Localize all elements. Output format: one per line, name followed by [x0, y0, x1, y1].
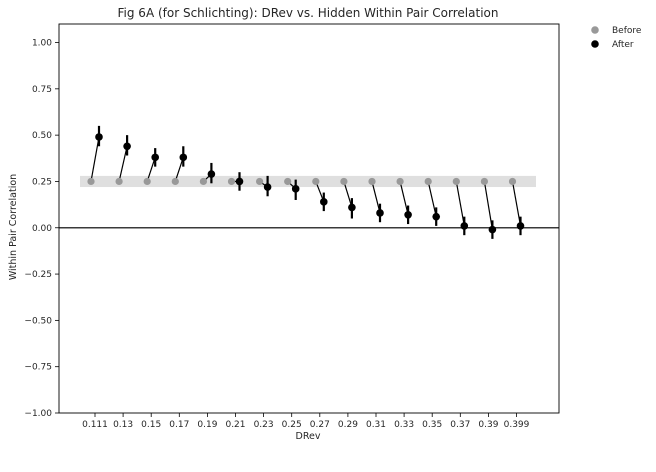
y-tick-label: −1.00 [24, 409, 52, 419]
connector-line [174, 157, 184, 182]
connector-line [90, 136, 100, 182]
before-point [227, 177, 236, 186]
chart-title: Fig 6A (for Schlichting): DRev vs. Hidde… [118, 6, 499, 20]
x-tick-label: 0.31 [366, 420, 386, 430]
x-axis-label: DRev [296, 431, 321, 442]
after-point [95, 133, 103, 141]
y-tick-label: −0.50 [24, 316, 52, 326]
before-point [452, 177, 460, 186]
x-tick-label: 0.17 [169, 420, 189, 430]
axes-frame [58, 23, 560, 414]
connector-line [146, 157, 156, 182]
x-tick-label: 0.37 [450, 420, 470, 430]
before-point [340, 177, 348, 186]
after-point [207, 170, 216, 178]
x-tick-label: 0.29 [338, 420, 358, 430]
before-point [480, 177, 488, 186]
x-tick-label: 0.35 [422, 420, 442, 430]
y-axis-label: Within Pair Correlation [8, 174, 19, 280]
before-point [284, 177, 292, 186]
legend-marker [591, 26, 599, 34]
x-tick-label: 0.21 [225, 420, 245, 430]
connector-line [371, 181, 381, 214]
after-point [263, 183, 272, 191]
after-point [179, 153, 188, 162]
before-point [368, 177, 376, 186]
before-point [171, 177, 179, 186]
connector-line [511, 181, 522, 227]
x-tick-label: 0.399 [504, 420, 530, 430]
after-point [432, 212, 441, 221]
after-point [151, 153, 159, 162]
x-tick-label: 0.23 [254, 420, 274, 430]
before-point [256, 177, 264, 186]
after-point [404, 210, 412, 219]
connector-line [399, 181, 409, 215]
legend-label: After [612, 40, 634, 50]
x-tick-label: 0.27 [310, 420, 330, 430]
y-tick-label: 1.00 [32, 39, 52, 49]
before-point [115, 177, 123, 186]
reference-band [80, 175, 536, 188]
before-point [87, 177, 95, 186]
y-tick-label: 0.00 [32, 224, 52, 234]
legend-marker [591, 40, 599, 48]
after-point [291, 185, 300, 193]
legend: Before After [591, 26, 642, 50]
x-tick-label: 0.15 [141, 420, 161, 430]
plot-area: 1.00 0.75 0.50 0.25 0.00 −0.25 −0.50 −0.75 −1.00… [24, 23, 560, 430]
y-tick-label: 0.25 [32, 177, 52, 187]
before-point [424, 177, 432, 186]
after-point [235, 177, 244, 186]
before-point [199, 177, 207, 186]
x-tick-label: 0.19 [197, 420, 217, 430]
connector-line [455, 181, 465, 227]
y-tick-label: 0.75 [32, 85, 52, 95]
before-point [312, 177, 320, 186]
x-tick-label: 0.13 [113, 420, 133, 430]
legend-label: Before [612, 26, 642, 36]
after-point [123, 142, 131, 151]
x-tick-label: 0.25 [282, 420, 302, 430]
after-point [488, 225, 497, 234]
before-point [508, 177, 517, 186]
connector-line [427, 181, 437, 217]
y-tick-label: −0.25 [24, 270, 52, 280]
x-tick-label: 0.111 [82, 420, 108, 430]
after-point [516, 222, 525, 230]
after-point [460, 222, 469, 230]
connector-line [483, 181, 493, 230]
x-tick-label: 0.33 [394, 420, 414, 430]
y-tick-label: −0.75 [24, 363, 52, 373]
after-point [320, 198, 328, 206]
before-point [396, 177, 404, 186]
y-tick-label: 0.50 [32, 131, 52, 141]
before-point [143, 177, 151, 186]
after-point [348, 203, 356, 212]
x-tick-label: 0.39 [478, 420, 498, 430]
connector-line [343, 181, 353, 208]
connector-line [118, 146, 128, 182]
after-point [376, 209, 384, 217]
